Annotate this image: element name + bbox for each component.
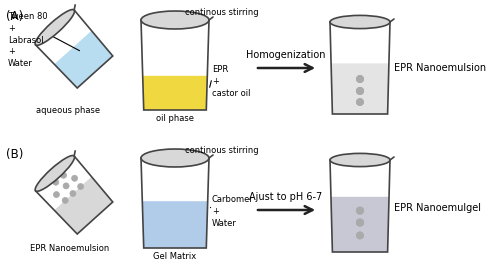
Ellipse shape <box>141 11 209 29</box>
Circle shape <box>356 232 364 239</box>
Circle shape <box>356 98 364 106</box>
Text: Tween 80
+
Labrasol
+
Water: Tween 80 + Labrasol + Water <box>8 12 48 68</box>
Text: EPR Nanoemulsion: EPR Nanoemulsion <box>394 63 486 73</box>
Circle shape <box>356 76 364 83</box>
Circle shape <box>78 183 84 190</box>
Circle shape <box>62 197 68 203</box>
Text: continous stirring: continous stirring <box>185 146 258 155</box>
Ellipse shape <box>35 9 74 45</box>
Text: Carbomer
+
Water: Carbomer + Water <box>212 195 254 228</box>
Circle shape <box>356 207 364 214</box>
Ellipse shape <box>141 149 209 167</box>
Text: EPR Nanoemulgel: EPR Nanoemulgel <box>394 203 481 213</box>
Text: EPR Nanoemulsion: EPR Nanoemulsion <box>30 244 109 253</box>
Text: continous stirring: continous stirring <box>185 8 258 17</box>
Circle shape <box>356 88 364 95</box>
Circle shape <box>356 88 364 95</box>
Circle shape <box>356 76 364 83</box>
Text: (B): (B) <box>6 148 24 161</box>
Circle shape <box>53 179 59 185</box>
Circle shape <box>356 88 363 95</box>
Circle shape <box>357 88 364 95</box>
Circle shape <box>72 175 78 181</box>
Circle shape <box>356 219 364 226</box>
Circle shape <box>356 76 364 83</box>
Circle shape <box>356 207 364 214</box>
Circle shape <box>356 219 364 226</box>
Text: aqueous phase: aqueous phase <box>36 106 100 115</box>
Text: EPR
+
castor oil: EPR + castor oil <box>212 65 250 98</box>
Circle shape <box>357 219 364 226</box>
Text: Homogenization: Homogenization <box>246 50 326 60</box>
Circle shape <box>60 172 66 178</box>
Text: Ajust to pH 6-7: Ajust to pH 6-7 <box>250 192 322 202</box>
Ellipse shape <box>330 15 390 29</box>
Circle shape <box>356 232 364 239</box>
Circle shape <box>356 98 364 106</box>
Text: Gel Matrix: Gel Matrix <box>154 252 196 261</box>
Ellipse shape <box>35 155 74 191</box>
Circle shape <box>54 192 60 198</box>
Text: (A): (A) <box>6 10 23 23</box>
Polygon shape <box>142 76 208 110</box>
Circle shape <box>356 219 363 226</box>
Polygon shape <box>331 197 389 252</box>
Polygon shape <box>54 177 113 234</box>
Polygon shape <box>142 201 208 248</box>
Circle shape <box>356 207 364 214</box>
Ellipse shape <box>330 153 390 167</box>
Polygon shape <box>54 31 113 88</box>
Circle shape <box>70 190 76 197</box>
Circle shape <box>63 183 69 189</box>
Polygon shape <box>331 63 389 114</box>
Text: oil phase: oil phase <box>156 114 194 123</box>
